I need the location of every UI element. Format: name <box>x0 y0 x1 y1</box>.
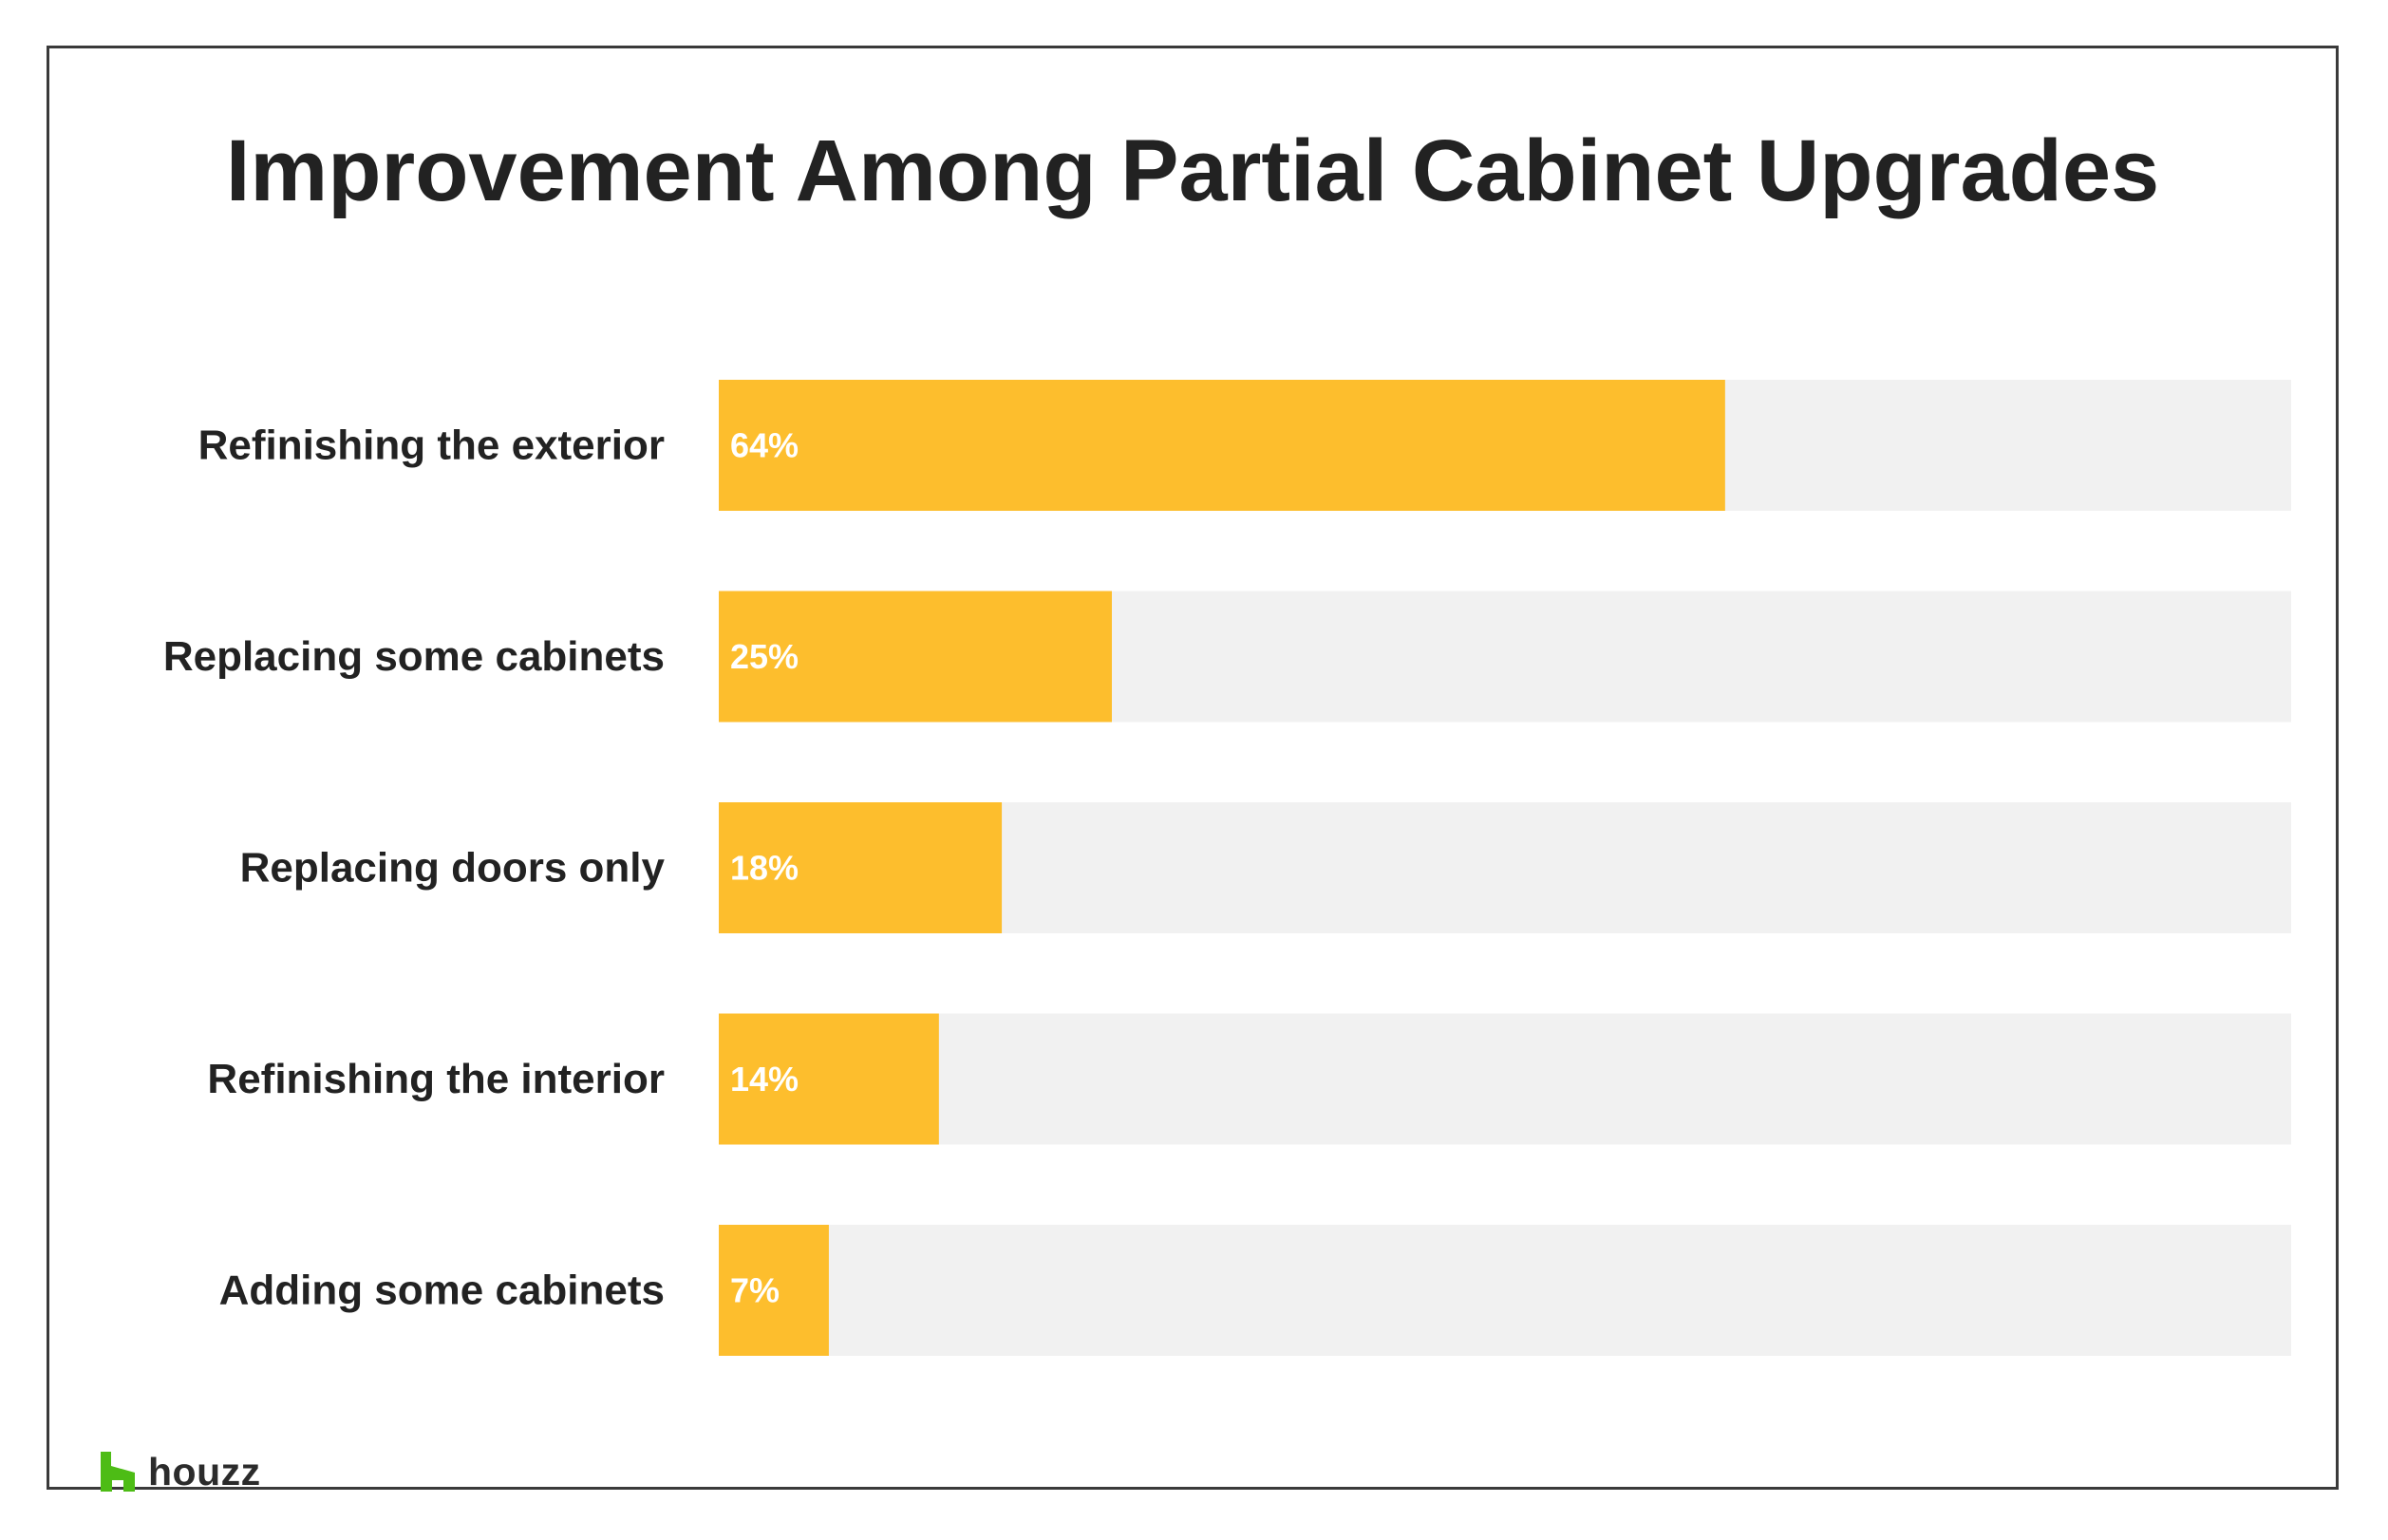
houzz-logo: houzz <box>101 1451 261 1493</box>
category-label: Replacing doors only <box>240 845 666 892</box>
chart-title: Improvement Among Partial Cabinet Upgrad… <box>225 122 2160 219</box>
category-label: Adding some cabinets <box>219 1268 665 1314</box>
category-label: Refinishing the exterior <box>198 423 665 469</box>
bar-2 <box>719 591 1112 723</box>
value-label: 14% <box>730 1060 799 1099</box>
bar-4 <box>719 1013 939 1145</box>
bar-3 <box>719 802 1003 933</box>
value-label: 25% <box>730 637 799 676</box>
value-label: 64% <box>730 426 799 465</box>
bar-1 <box>719 380 1725 511</box>
houzz-logo-icon <box>101 1452 135 1492</box>
bar-track <box>719 1225 2291 1356</box>
bar-track <box>719 1013 2291 1145</box>
value-label: 7% <box>730 1271 780 1310</box>
bar-5 <box>719 1225 829 1356</box>
category-label: Replacing some cabinets <box>163 633 665 680</box>
value-label: 18% <box>730 849 799 888</box>
category-label: Refinishing the interior <box>207 1056 665 1102</box>
houzz-logo-text: houzz <box>148 1450 261 1493</box>
